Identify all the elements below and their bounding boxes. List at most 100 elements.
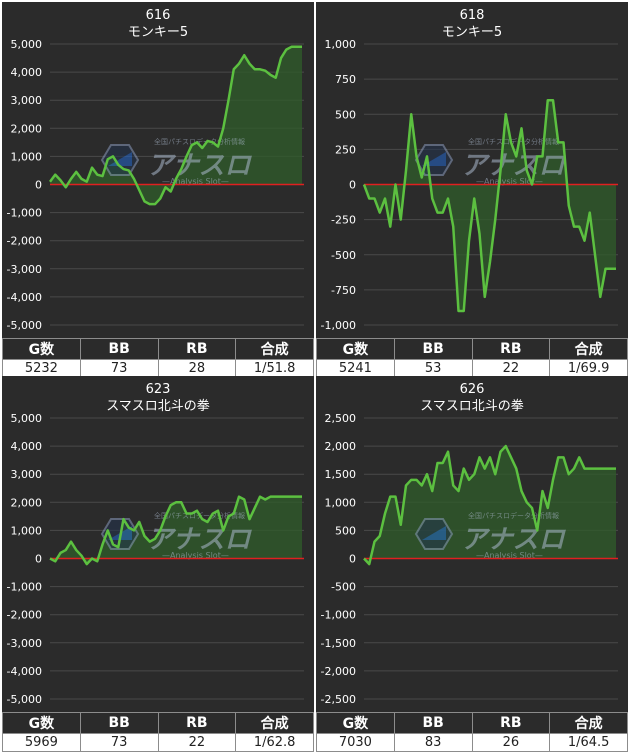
y-tick-label: 0 xyxy=(349,553,356,566)
header-games: G数 xyxy=(2,338,81,360)
header-combined: 合成 xyxy=(549,338,628,360)
y-tick-label: 1,000 xyxy=(11,524,43,537)
chart-number: 626 xyxy=(460,382,485,397)
series-line xyxy=(49,495,302,566)
y-tick-label: -2,000 xyxy=(7,609,42,622)
chart-machine-name: モンキー5 xyxy=(128,25,188,40)
y-tick-label: -1,500 xyxy=(321,637,356,650)
y-tick-label: -500 xyxy=(331,581,356,594)
header-games: G数 xyxy=(316,338,395,360)
y-tick-label: 250 xyxy=(335,143,356,156)
y-tick-label: 1,000 xyxy=(325,38,357,51)
machine-panel-626: 626 スマスロ北斗の拳 2,500 2,000 1,500 1,000 500 0 -500 -… xyxy=(316,376,628,752)
header-games: G数 xyxy=(316,712,395,734)
header-rb: RB xyxy=(157,712,237,734)
stats-table: G数 BB RB 合成 5969 73 22 1/62.8 xyxy=(2,712,314,752)
y-tick-label: -1,000 xyxy=(7,207,42,220)
logo-text: アナスロ xyxy=(147,525,252,555)
value-combined: 1/69.9 xyxy=(549,359,628,378)
y-tick-label: 3,000 xyxy=(11,468,43,481)
y-tick-label: 1,500 xyxy=(325,468,357,481)
value-bb: 73 xyxy=(79,359,159,378)
header-bb: BB xyxy=(79,712,159,734)
logo-text: アナスロ xyxy=(461,151,566,181)
header-bb: BB xyxy=(79,338,159,360)
value-games: 5969 xyxy=(2,733,81,752)
watermark-logo: アナスロ 全国パチスロデータ分析情報 —Analysis Slot— xyxy=(100,137,252,186)
header-rb: RB xyxy=(471,338,551,360)
y-tick-label: -3,000 xyxy=(7,263,42,276)
logo-text: アナスロ xyxy=(147,151,252,181)
y-tick-label: 0 xyxy=(35,553,42,566)
value-combined: 1/62.8 xyxy=(235,733,314,752)
chart-svg: 618 モンキー5 1,000 750 500 250 0 -250 -500 -750 -1,00… xyxy=(321,8,618,332)
y-tick-label: 2,000 xyxy=(11,496,43,509)
logo-subtext: —Analysis Slot— xyxy=(476,177,543,186)
logo-subtext: —Analysis Slot— xyxy=(162,177,229,186)
y-tick-label: -3,000 xyxy=(7,637,42,650)
value-bb: 83 xyxy=(393,733,473,752)
y-tick-label: 500 xyxy=(335,108,356,121)
series-line xyxy=(363,444,616,566)
y-tick-label: 4,000 xyxy=(11,440,43,453)
chart-number: 616 xyxy=(146,8,171,23)
stats-table: G数 BB RB 合成 5241 53 22 1/69.9 xyxy=(316,338,628,378)
chart-number: 623 xyxy=(146,382,171,397)
stats-table: G数 BB RB 合成 7030 83 26 1/64.5 xyxy=(316,712,628,752)
chart-area: 623 スマスロ北斗の拳 5,000 4,000 3,000 2,000 1,000 0 -1,… xyxy=(2,376,314,712)
header-rb: RB xyxy=(471,712,551,734)
chart-area: 616 モンキー5 5,000 4,000 3,000 2,000 1,000 0 -1,000… xyxy=(2,2,314,338)
y-tick-label: 3,000 xyxy=(11,94,43,107)
y-tick-label: 500 xyxy=(335,524,356,537)
header-rb: RB xyxy=(157,338,237,360)
y-tick-label: 5,000 xyxy=(11,38,43,51)
logo-subtext: —Analysis Slot— xyxy=(162,551,229,560)
logo-text: アナスロ xyxy=(461,525,566,555)
value-combined: 1/51.8 xyxy=(235,359,314,378)
y-tick-label: -2,000 xyxy=(321,665,356,678)
y-tick-label: 2,500 xyxy=(325,412,357,425)
y-tick-label: -1,000 xyxy=(321,609,356,622)
chart-svg: 616 モンキー5 5,000 4,000 3,000 2,000 1,000 0 -1,000… xyxy=(7,8,304,332)
y-tick-label: -750 xyxy=(331,284,356,297)
y-tick-label: -5,000 xyxy=(7,693,42,706)
chart-machine-name: スマスロ北斗の拳 xyxy=(106,398,210,414)
value-combined: 1/64.5 xyxy=(549,733,628,752)
logo-tagline: 全国パチスロデータ分析情報 xyxy=(468,137,559,146)
area-fill xyxy=(364,100,616,311)
logo-tagline: 全国パチスロデータ分析情報 xyxy=(468,511,559,520)
y-tick-label: -4,000 xyxy=(7,665,42,678)
y-tick-label: -1,000 xyxy=(7,581,42,594)
value-rb: 22 xyxy=(471,359,551,378)
y-tick-label: -4,000 xyxy=(7,291,42,304)
logo-tagline: 全国パチスロデータ分析情報 xyxy=(154,137,245,146)
header-bb: BB xyxy=(393,338,473,360)
chart-number: 618 xyxy=(460,8,485,23)
header-games: G数 xyxy=(2,712,81,734)
watermark-logo: アナスロ 全国パチスロデータ分析情報 —Analysis Slot— xyxy=(414,511,566,560)
y-tick-label: 2,000 xyxy=(11,122,43,135)
value-bb: 53 xyxy=(393,359,473,378)
series-line xyxy=(48,45,302,206)
header-bb: BB xyxy=(393,712,473,734)
y-tick-label: 1,000 xyxy=(11,150,43,163)
stats-table: G数 BB RB 合成 5232 73 28 1/51.8 xyxy=(2,338,314,378)
chart-area: 618 モンキー5 1,000 750 500 250 0 -250 -500 -750 -1,00… xyxy=(316,2,628,338)
value-rb: 28 xyxy=(157,359,237,378)
value-rb: 22 xyxy=(157,733,237,752)
y-tick-label: 0 xyxy=(35,179,42,192)
y-tick-label: -250 xyxy=(331,214,356,227)
chart-machine-name: モンキー5 xyxy=(442,25,502,40)
machine-panel-616: 616 モンキー5 5,000 4,000 3,000 2,000 1,000 0 -1,000… xyxy=(2,2,314,378)
series-line xyxy=(362,98,616,313)
machine-panel-623: 623 スマスロ北斗の拳 5,000 4,000 3,000 2,000 1,000 0 -1,… xyxy=(2,376,314,752)
y-tick-label: 4,000 xyxy=(11,66,43,79)
value-games: 5241 xyxy=(316,359,395,378)
y-tick-label: -500 xyxy=(331,249,356,262)
y-tick-label: -5,000 xyxy=(7,319,42,332)
y-tick-label: 1,000 xyxy=(325,496,357,509)
y-tick-label: 5,000 xyxy=(11,412,43,425)
y-tick-label: -2,000 xyxy=(7,235,42,248)
